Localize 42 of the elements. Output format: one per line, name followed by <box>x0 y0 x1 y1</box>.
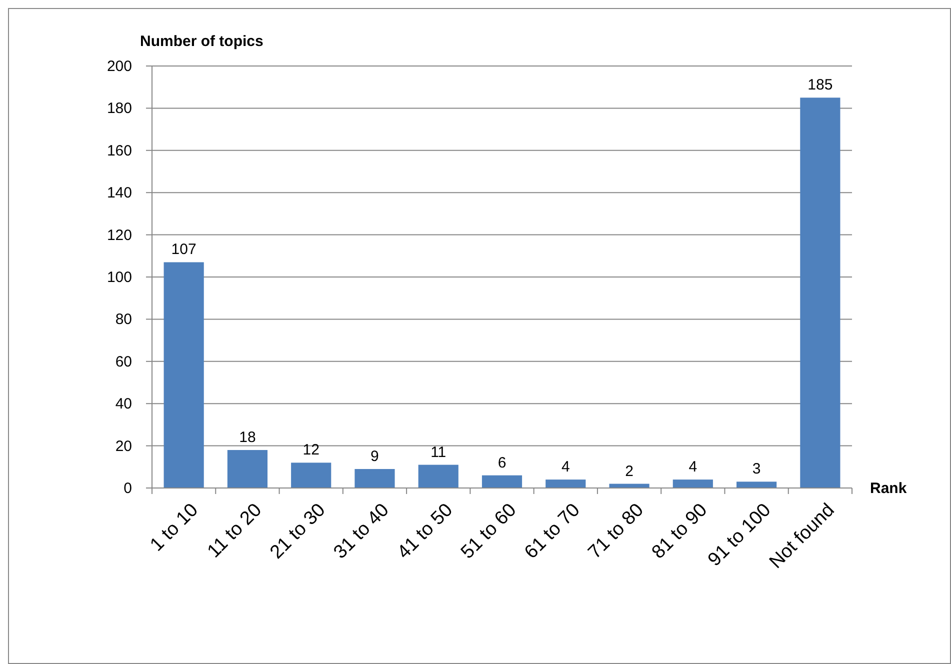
y-tick-label: 100 <box>106 269 132 286</box>
bar <box>672 480 713 488</box>
y-tick-label: 80 <box>115 311 132 328</box>
data-label: 11 <box>430 444 446 461</box>
y-tick-label: 0 <box>124 480 132 497</box>
bar <box>164 262 204 488</box>
data-label: 9 <box>370 448 379 466</box>
bar <box>291 462 332 488</box>
x-tick-label: 71 to 80 <box>584 500 648 564</box>
x-tick-label: 1 to 10 <box>146 500 202 556</box>
y-tick-label: 180 <box>106 100 132 118</box>
y-tick-label: 160 <box>106 142 132 160</box>
x-tick-label: 41 to 50 <box>394 500 457 564</box>
data-label: 6 <box>498 454 506 472</box>
x-tick-label: 21 to 30 <box>266 500 330 564</box>
bar <box>418 464 458 488</box>
data-label: 2 <box>625 462 634 480</box>
y-tick-label: 140 <box>106 184 132 202</box>
x-tick-label: 11 to 20 <box>204 500 266 562</box>
bar <box>354 469 395 488</box>
x-tick-label: 51 to 60 <box>457 500 521 564</box>
data-label: 185 <box>808 76 833 94</box>
bar <box>800 98 840 488</box>
y-tick-label: 20 <box>115 438 132 455</box>
x-tick-label: 31 to 40 <box>330 500 394 564</box>
y-tick-label: 40 <box>115 396 132 413</box>
data-label: 18 <box>239 429 256 446</box>
y-tick-label: 120 <box>106 226 132 244</box>
y-tick-label: 200 <box>106 58 132 75</box>
bar <box>482 475 522 488</box>
data-label: 3 <box>752 460 761 478</box>
data-label: 4 <box>561 458 570 476</box>
bar <box>227 450 268 488</box>
data-label: 12 <box>302 442 320 459</box>
x-tick-label: 61 to 70 <box>520 500 584 564</box>
data-label: 107 <box>171 241 196 258</box>
bar <box>736 482 777 488</box>
data-label: 4 <box>688 458 698 476</box>
y-tick-label: 60 <box>115 353 132 370</box>
y-axis-title: Number of topics <box>140 33 264 50</box>
bar <box>546 480 586 488</box>
x-axis-title: Rank <box>870 480 908 497</box>
